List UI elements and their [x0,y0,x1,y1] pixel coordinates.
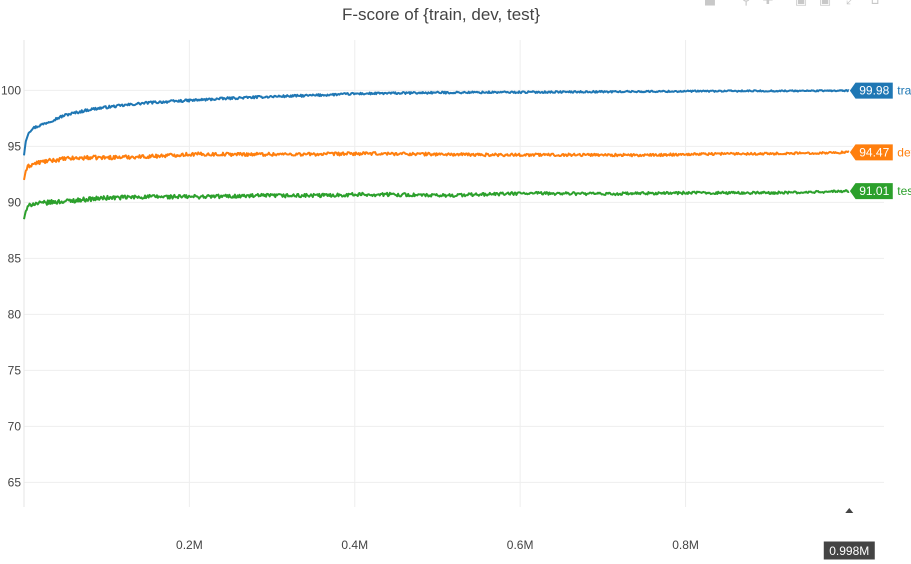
hover-x-text: 0.998M [829,544,869,558]
end-value-test: 91.01 [859,184,889,198]
home-icon[interactable]: ⌂ [870,0,880,8]
end-value-tag-train [848,81,894,100]
y-tick-label: 75 [8,363,22,377]
series-line-train [23,89,850,156]
end-value-train: 99.98 [859,84,889,98]
y-tick-label: 80 [8,307,22,321]
zoom-in-icon[interactable]: ▣ [794,0,808,8]
x-axis-ticks: 0.2M 0.4M 0.6M 0.8M [176,538,699,552]
y-tick-label: 65 [8,475,22,489]
series-name-dev: dev [897,145,911,159]
zoom-out-icon[interactable]: ▣ [818,0,832,8]
y-tick-label: 70 [8,419,22,433]
series-end-labels: 99.98 train 94.47 dev 91.01 test [848,81,911,201]
zoom-icon[interactable]: ⚲ [741,0,751,8]
hover-x-label: 0.998M [822,508,876,561]
x-tick-label: 0.4M [341,538,368,552]
x-tick-label: 0.6M [507,538,534,552]
end-value-dev: 94.47 [859,145,889,159]
y-tick-label: 100 [1,83,21,97]
y-tick-label: 95 [8,139,22,153]
x-tick-label: 0.8M [672,538,699,552]
y-tick-label: 90 [8,195,22,209]
grid-lines [24,40,884,507]
series-name-train: train [897,84,911,98]
x-tick-label: 0.2M [176,538,203,552]
series-lines [23,89,850,220]
series-line-test [23,189,850,220]
chart-title: F-score of {train, dev, test} [342,5,540,24]
pan-icon[interactable]: ✚ [762,0,774,8]
y-axis-ticks: 65 70 75 80 85 90 95 100 [1,83,21,489]
end-value-tag-dev [848,143,894,162]
autoscale-icon[interactable]: ⤢ [845,0,857,8]
y-tick-label: 85 [8,251,22,265]
modebar: ■ ⚲ ✚ ▣ ▣ ⤢ ⌂ [702,0,902,8]
camera-icon[interactable]: ■ [703,0,717,8]
hover-x-pointer [845,508,854,513]
end-value-tag-test [848,182,894,201]
series-line-dev [23,150,850,181]
series-name-test: test [897,184,911,198]
hover-x-box [822,540,876,561]
